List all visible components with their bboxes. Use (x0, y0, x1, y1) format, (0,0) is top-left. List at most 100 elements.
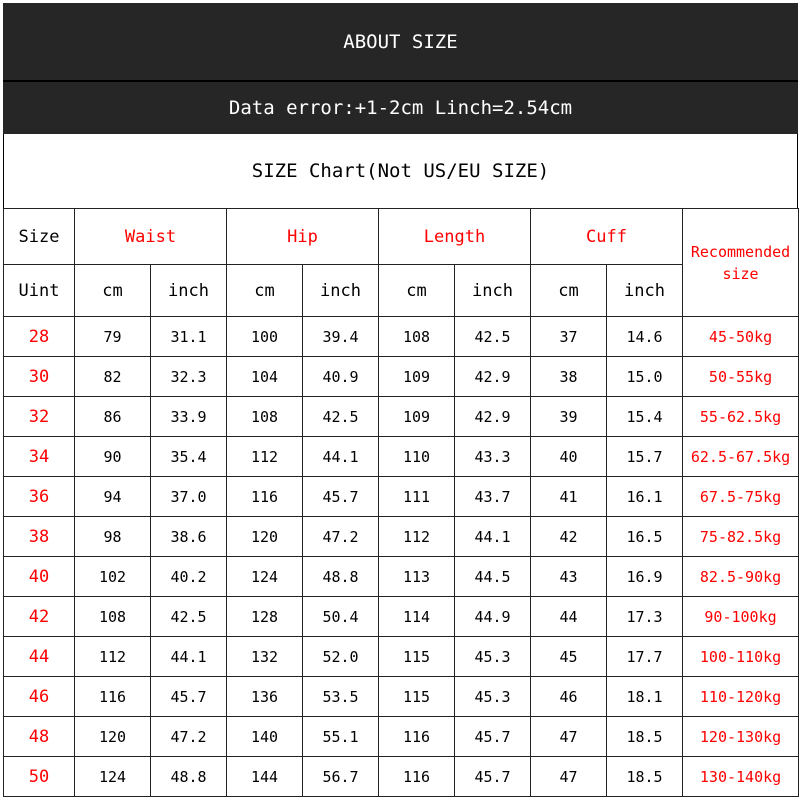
chart-title-row: SIZE Chart(Not US/EU SIZE) (3, 134, 798, 208)
length-cm-cell: 112 (378, 516, 455, 557)
cuff-cm-cell: 39 (530, 396, 608, 437)
hip-inch-cell: 53.5 (302, 676, 379, 717)
cuff-cm-cell: 37 (530, 316, 608, 357)
recommended-weight-cell: 82.5-90kg (682, 556, 800, 597)
hip-inch-cell: 44.1 (302, 436, 379, 477)
length-inch-cell: 43.7 (453, 476, 532, 517)
waist-inch-cell: 31.1 (150, 316, 227, 357)
waist-cm-cell: 102 (74, 556, 151, 597)
waist-cm-cell: 116 (74, 676, 151, 717)
size-cell: 34 (3, 436, 75, 477)
waist-inch-header: inch (150, 264, 227, 317)
length-inch-cell: 44.9 (453, 596, 532, 637)
cuff-inch-cell: 18.1 (606, 676, 684, 717)
table-row: 50 124 48.8 144 56.7 116 45.7 47 18.5 130-140kg (3, 756, 800, 797)
hip-cm-cell: 140 (226, 716, 303, 757)
cuff-inch-cell: 16.5 (606, 516, 684, 557)
recommended-weight-cell: 110-120kg (682, 676, 800, 717)
cuff-inch-cell: 17.3 (606, 596, 684, 637)
recommended-weight-cell: 75-82.5kg (682, 516, 800, 557)
cuff-cm-cell: 45 (530, 636, 608, 677)
table-row: 28 79 31.1 100 39.4 108 42.5 37 14.6 45-50kg (3, 316, 800, 357)
size-cell: 28 (3, 316, 75, 357)
length-cm-cell: 116 (378, 756, 455, 797)
size-cell: 50 (3, 756, 75, 797)
hip-inch-header: inch (302, 264, 379, 317)
about-size-banner: ABOUT SIZE (3, 3, 798, 82)
waist-inch-cell: 45.7 (150, 676, 227, 717)
hip-cm-cell: 128 (226, 596, 303, 637)
hip-inch-cell: 52.0 (302, 636, 379, 677)
hip-inch-cell: 50.4 (302, 596, 379, 637)
cuff-inch-cell: 15.7 (606, 436, 684, 477)
waist-inch-cell: 32.3 (150, 356, 227, 397)
cuff-cm-cell: 47 (530, 716, 608, 757)
waist-inch-cell: 33.9 (150, 396, 227, 437)
cuff-inch-cell: 15.4 (606, 396, 684, 437)
recommended-size-header: Recommended size (682, 208, 800, 317)
table-row: 48 120 47.2 140 55.1 116 45.7 47 18.5 120-130kg (3, 716, 800, 757)
cuff-cm-cell: 41 (530, 476, 608, 517)
cuff-cm-cell: 44 (530, 596, 608, 637)
length-cm-cell: 111 (378, 476, 455, 517)
header-row-units: Uint cm inch cm inch cm inch cm inch (3, 264, 799, 317)
length-inch-cell: 44.1 (453, 516, 532, 557)
table-row: 38 98 38.6 120 47.2 112 44.1 42 16.5 75-82.5kg (3, 516, 800, 557)
hip-inch-cell: 42.5 (302, 396, 379, 437)
about-size-title: ABOUT SIZE (343, 30, 458, 53)
waist-cm-cell: 94 (74, 476, 151, 517)
length-cm-cell: 115 (378, 636, 455, 677)
hip-cm-cell: 108 (226, 396, 303, 437)
waist-inch-cell: 38.6 (150, 516, 227, 557)
length-cm-cell: 108 (378, 316, 455, 357)
hip-inch-cell: 39.4 (302, 316, 379, 357)
cuff-cm-cell: 47 (530, 756, 608, 797)
hip-cm-cell: 112 (226, 436, 303, 477)
waist-inch-cell: 35.4 (150, 436, 227, 477)
waist-cm-header: cm (74, 264, 151, 317)
length-cm-cell: 116 (378, 716, 455, 757)
cuff-inch-cell: 17.7 (606, 636, 684, 677)
hip-cm-cell: 116 (226, 476, 303, 517)
waist-cm-cell: 112 (74, 636, 151, 677)
length-cm-cell: 109 (378, 356, 455, 397)
cuff-cm-cell: 40 (530, 436, 608, 477)
cuff-cm-header: cm (530, 264, 608, 317)
cuff-cm-cell: 46 (530, 676, 608, 717)
recommended-weight-cell: 120-130kg (682, 716, 800, 757)
size-cell: 36 (3, 476, 75, 517)
size-chart-title: SIZE Chart(Not US/EU SIZE) (251, 160, 550, 182)
hip-cm-cell: 104 (226, 356, 303, 397)
length-inch-cell: 42.5 (453, 316, 532, 357)
cuff-cm-cell: 43 (530, 556, 608, 597)
waist-header: Waist (74, 208, 227, 265)
length-cm-cell: 115 (378, 676, 455, 717)
waist-inch-cell: 44.1 (150, 636, 227, 677)
size-cell: 38 (3, 516, 75, 557)
table-row: 32 86 33.9 108 42.5 109 42.9 39 15.4 55-62.5kg (3, 396, 800, 437)
hip-inch-cell: 55.1 (302, 716, 379, 757)
recommended-weight-cell: 90-100kg (682, 596, 800, 637)
header-row-groups: Size Waist Hip Length Cuff Recommended s… (3, 208, 800, 317)
recommended-size-label: Recommended size (690, 242, 791, 283)
hip-cm-cell: 136 (226, 676, 303, 717)
hip-header: Hip (226, 208, 379, 265)
size-cell: 32 (3, 396, 75, 437)
length-inch-cell: 45.7 (453, 716, 532, 757)
recommended-weight-cell: 130-140kg (682, 756, 800, 797)
table-row: 46 116 45.7 136 53.5 115 45.3 46 18.1 110-120kg (3, 676, 800, 717)
cuff-inch-cell: 18.5 (606, 716, 684, 757)
cuff-inch-cell: 14.6 (606, 316, 684, 357)
length-cm-cell: 113 (378, 556, 455, 597)
hip-cm-cell: 120 (226, 516, 303, 557)
recommended-weight-cell: 45-50kg (682, 316, 800, 357)
hip-cm-cell: 132 (226, 636, 303, 677)
hip-inch-cell: 48.8 (302, 556, 379, 597)
cuff-inch-cell: 16.9 (606, 556, 684, 597)
hip-cm-cell: 144 (226, 756, 303, 797)
size-cell: 44 (3, 636, 75, 677)
waist-cm-cell: 82 (74, 356, 151, 397)
hip-cm-cell: 100 (226, 316, 303, 357)
waist-inch-cell: 37.0 (150, 476, 227, 517)
table-row: 30 82 32.3 104 40.9 109 42.9 38 15.0 50-55kg (3, 356, 800, 397)
